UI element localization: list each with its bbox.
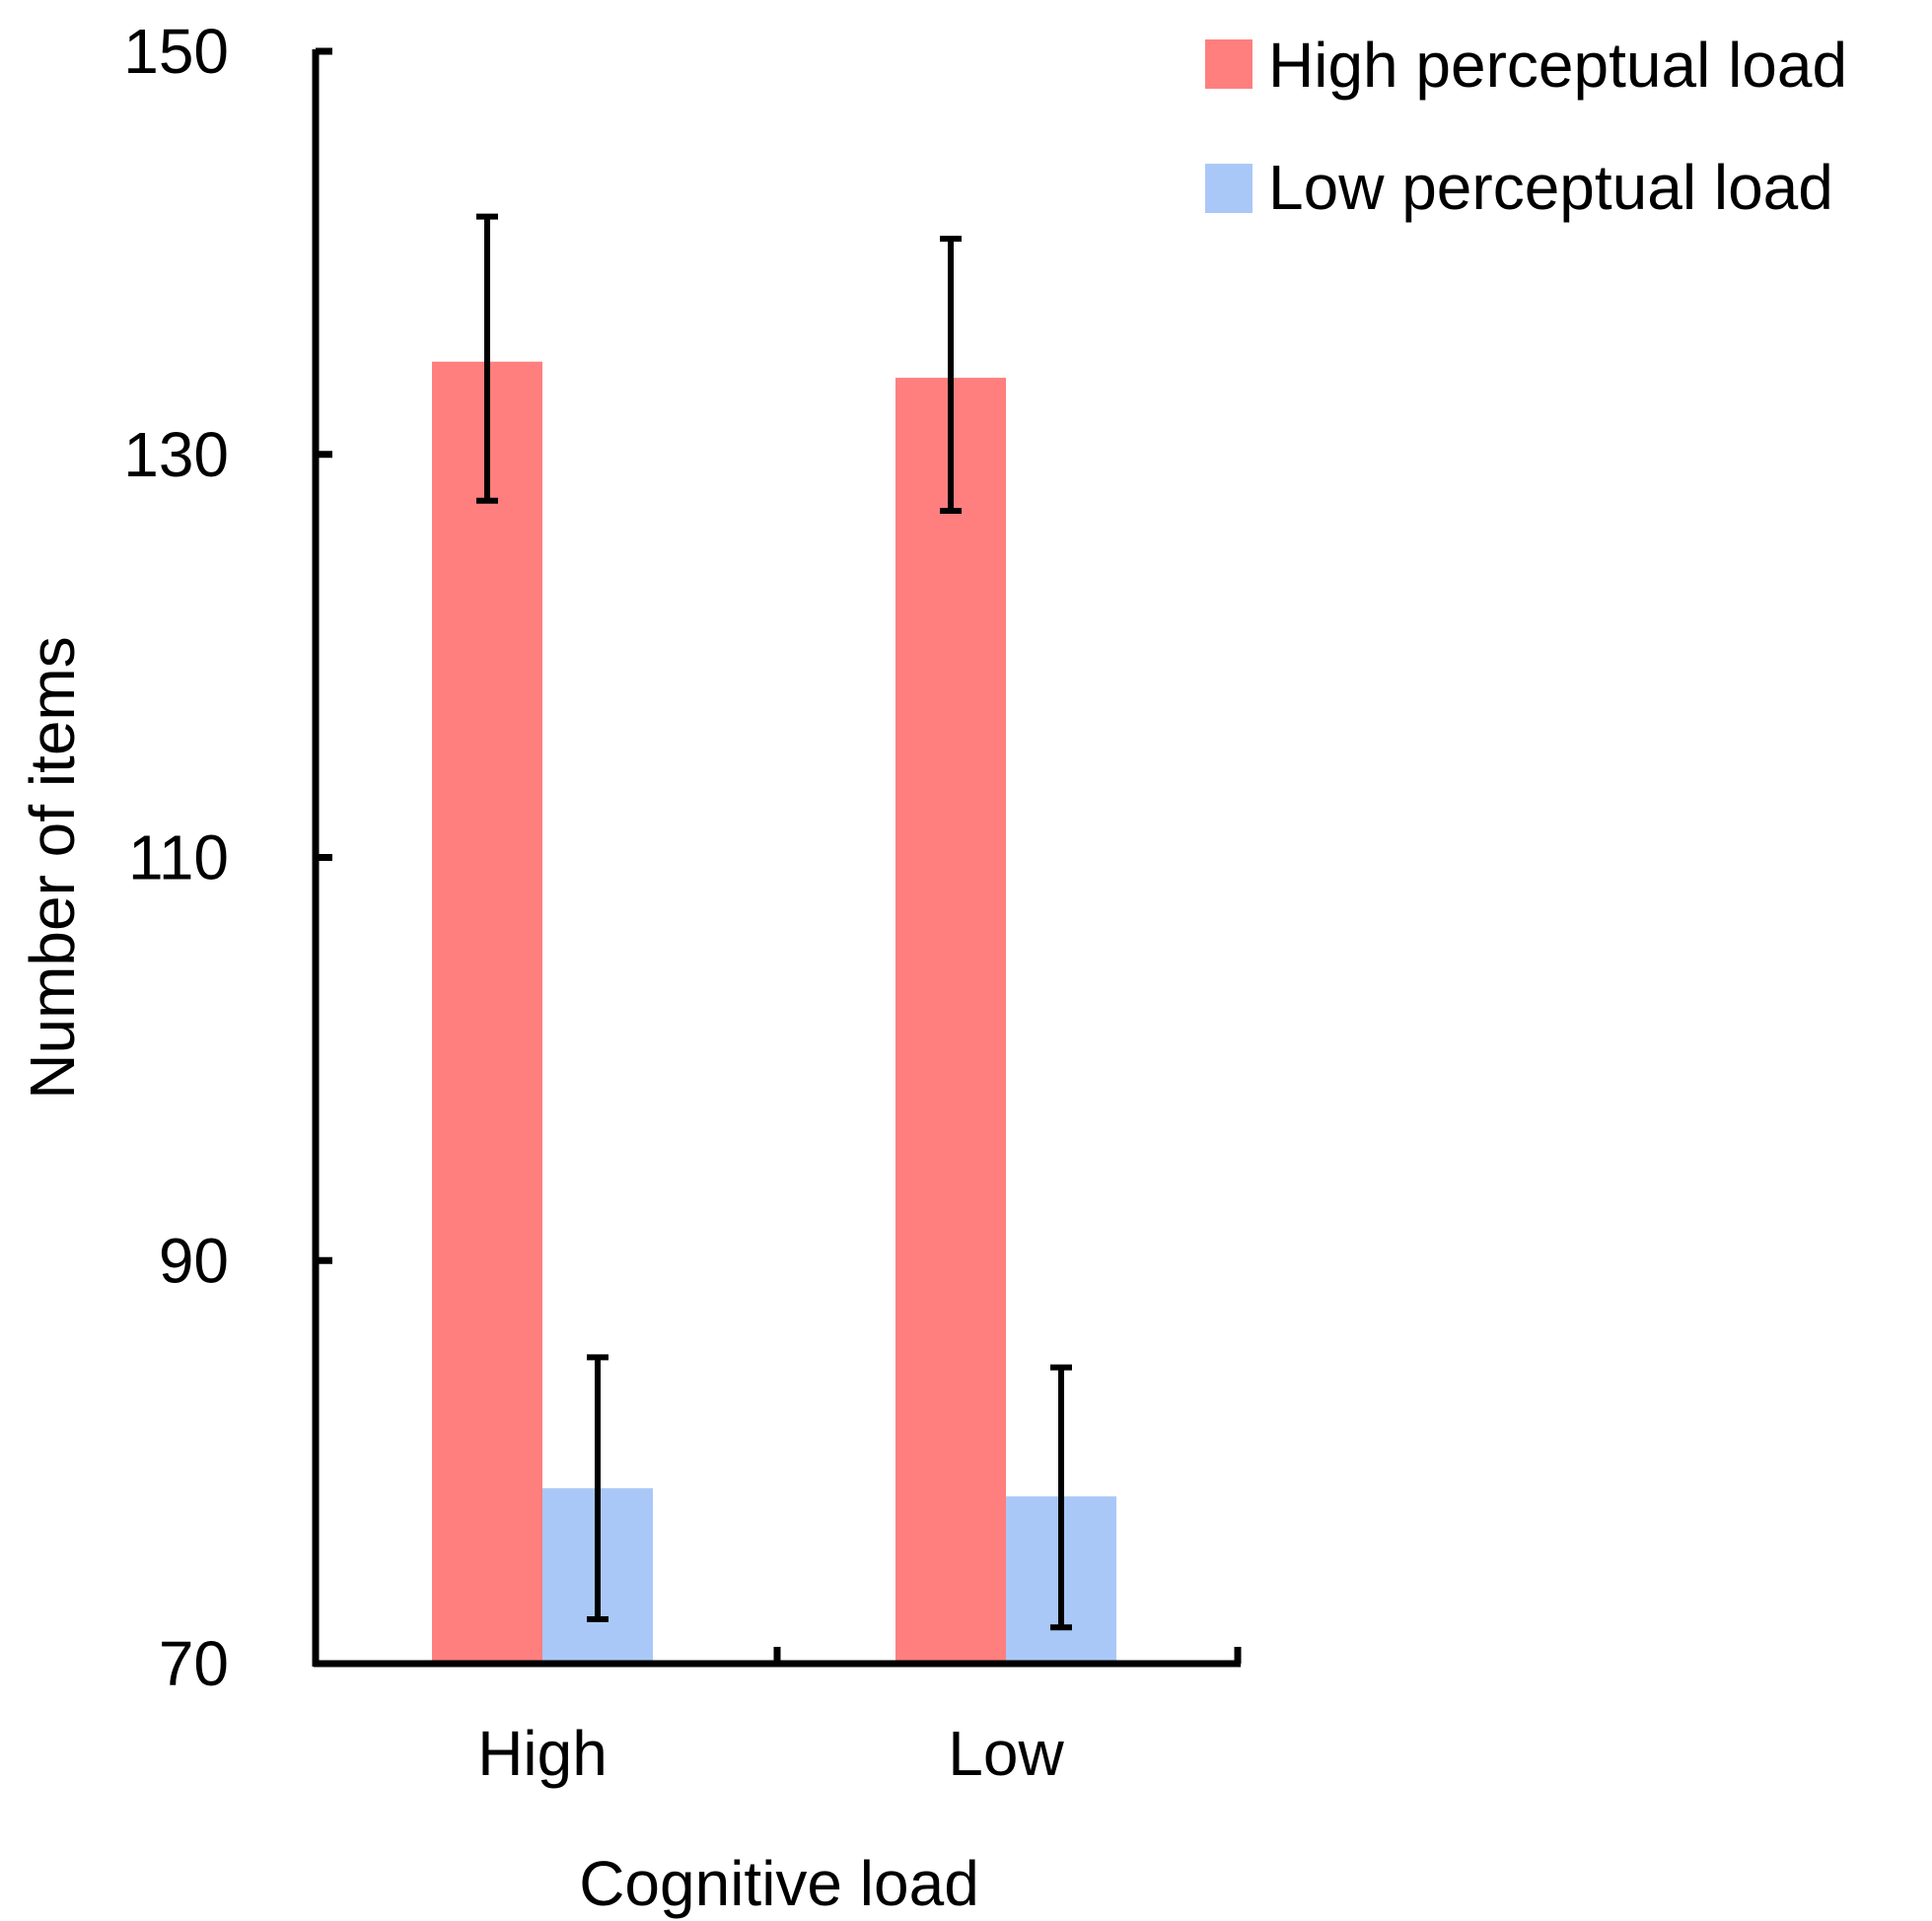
error-bar-low-low-perceptual-load — [1050, 1364, 1072, 1631]
error-bar-high-high-perceptual-load — [476, 213, 498, 504]
y-tick-label-110: 110 — [128, 822, 229, 893]
error-bars-layer — [476, 213, 1072, 1631]
error-bar-high-low-perceptual-load — [587, 1354, 608, 1623]
x-axis-title: Cognitive load — [579, 1848, 979, 1919]
y-tick-label-130: 130 — [123, 419, 229, 490]
legend: High perceptual load Low perceptual load — [1205, 30, 1847, 223]
x-category-labels: High Low — [477, 1718, 1064, 1789]
bars-layer — [432, 361, 1116, 1664]
y-tick-label-70: 70 — [159, 1628, 229, 1699]
y-axis-title: Number of items — [17, 636, 88, 1099]
error-bar-low-high-perceptual-load — [940, 236, 962, 514]
legend-label-high-perceptual-load: High perceptual load — [1268, 30, 1847, 101]
x-category-label-low: Low — [948, 1718, 1064, 1789]
bar-high-high-perceptual-load — [432, 361, 542, 1664]
y-tick-label-150: 150 — [123, 16, 229, 87]
legend-label-low-perceptual-load: Low perceptual load — [1268, 152, 1833, 223]
legend-swatch-low-perceptual-load — [1205, 164, 1252, 213]
bar-low-high-perceptual-load — [895, 378, 1006, 1664]
y-tick-label-90: 90 — [159, 1225, 229, 1296]
legend-swatch-high-perceptual-load — [1205, 39, 1252, 89]
x-category-label-high: High — [477, 1718, 608, 1789]
y-ticks: 70 90 110 130 150 — [123, 16, 332, 1699]
